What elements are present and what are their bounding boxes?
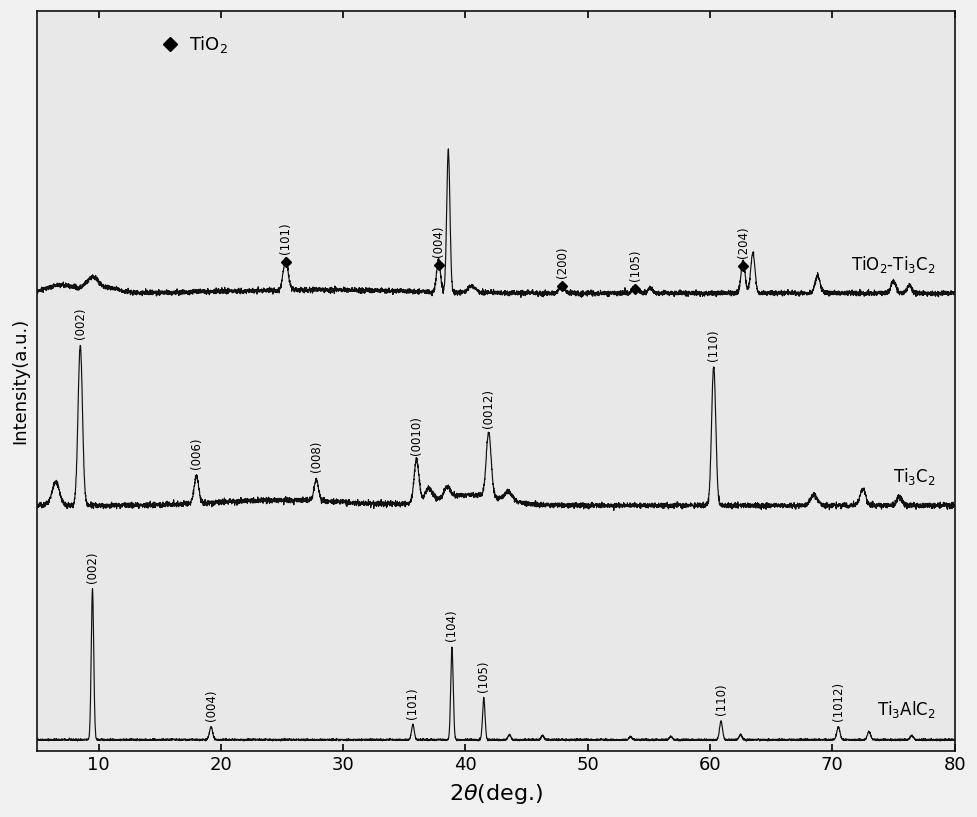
Text: (008): (008) (310, 441, 322, 472)
Text: Ti$_3$AlC$_2$: Ti$_3$AlC$_2$ (877, 699, 936, 721)
Text: (004): (004) (204, 689, 218, 721)
Text: (1012): (1012) (831, 681, 845, 721)
Text: (105): (105) (478, 661, 490, 692)
Text: Ti$_3$C$_2$: Ti$_3$C$_2$ (893, 467, 936, 487)
Text: (104): (104) (446, 609, 458, 641)
Text: (200): (200) (556, 247, 569, 279)
Text: (101): (101) (279, 222, 292, 254)
Text: (0012): (0012) (483, 389, 495, 427)
Text: (006): (006) (190, 437, 203, 469)
Text: TiO$_2$: TiO$_2$ (189, 33, 228, 55)
Text: (110): (110) (714, 683, 728, 715)
Text: (110): (110) (707, 329, 720, 361)
Text: (004): (004) (432, 225, 446, 257)
Text: (0010): (0010) (410, 416, 423, 454)
Text: (105): (105) (629, 249, 642, 281)
X-axis label: 2$\theta$(deg.): 2$\theta$(deg.) (448, 782, 543, 806)
Text: TiO$_2$-Ti$_3$C$_2$: TiO$_2$-Ti$_3$C$_2$ (851, 253, 936, 275)
Text: (002): (002) (86, 551, 99, 583)
Text: (101): (101) (406, 687, 419, 719)
Text: (002): (002) (73, 308, 87, 339)
Text: (204): (204) (737, 226, 749, 258)
Y-axis label: Intensity(a.u.): Intensity(a.u.) (11, 318, 29, 444)
